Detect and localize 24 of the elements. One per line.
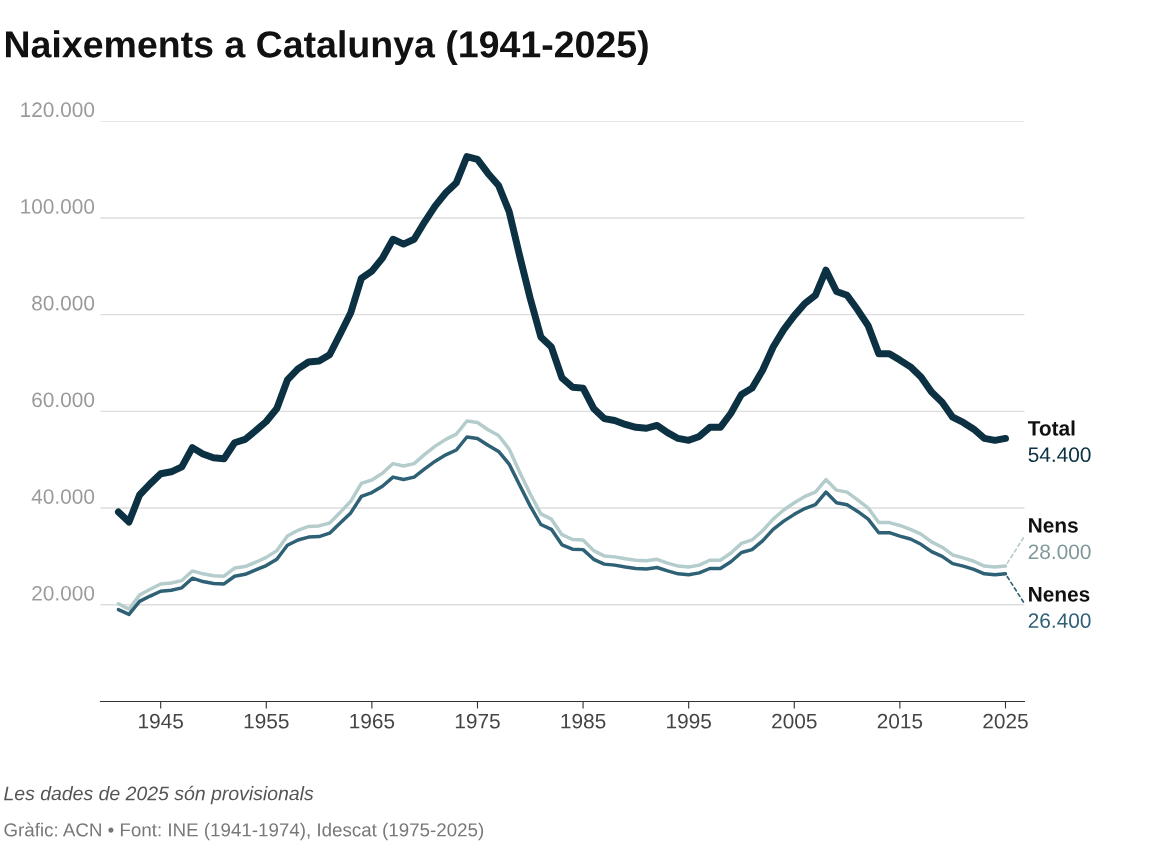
x-tick-label: 2005 [772, 713, 817, 729]
data-label: 28.000 [1028, 544, 1091, 560]
x-tick-label: 2015 [877, 713, 923, 729]
x-tick-label: 1985 [561, 713, 606, 729]
text: Les dades de 2025 són provisionals [4, 785, 314, 805]
series-label: Total [1027, 420, 1075, 436]
text: Gràfic: ACN • Font: INE (1941-1974), Idescat (1975-2025) [4, 822, 484, 841]
series-label: Nens [1029, 518, 1078, 533]
y-tick-label: 120.000 [21, 102, 95, 118]
data-label: 26.400 [1028, 613, 1091, 629]
y-tick-label: 40.000 [31, 489, 95, 504]
x-tick-label: 1955 [244, 713, 289, 729]
y-tick-label: 80.000 [32, 295, 95, 311]
y-tick-label: 20.000 [32, 585, 95, 601]
x-tick-label: 1995 [667, 713, 711, 729]
series-label: Nenes [1029, 587, 1090, 602]
x-tick-label: 1975 [455, 713, 500, 729]
y-tick-label: 100.000 [21, 199, 95, 214]
data-label: 54.400 [1028, 447, 1091, 463]
chart-title: Naixements a Catalunya (1941-2025) [5, 30, 648, 66]
x-tick-label: 1965 [350, 713, 395, 729]
x-tick-label: 1945 [139, 713, 183, 729]
x-tick-label: 2025 [983, 713, 1028, 729]
y-tick-label: 60.000 [32, 392, 95, 408]
